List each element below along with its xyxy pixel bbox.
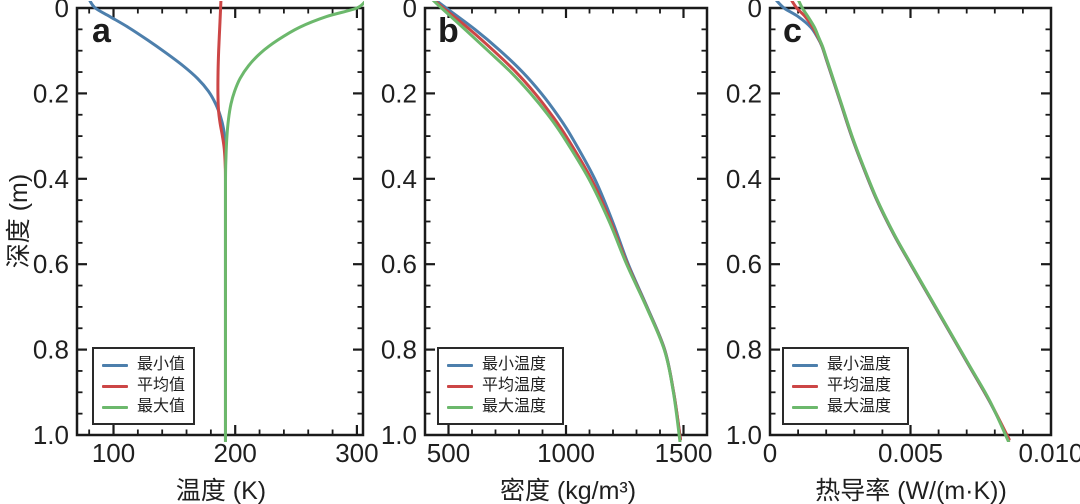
y-tick-label: 0 <box>403 0 417 23</box>
legend-swatch-min <box>102 363 128 367</box>
y-tick-label: 0.4 <box>33 164 69 194</box>
y-tick-label: 0.4 <box>381 164 417 194</box>
panel-letter-b: b <box>438 12 459 50</box>
legend-swatch-max <box>102 405 128 409</box>
x-tick-label: 200 <box>214 438 257 468</box>
x-axis-title-density: 密度 (kg/m³) <box>499 477 637 504</box>
panel-a: 100 200 300 0 0.2 0.4 0.6 0.8 1.0 <box>33 0 379 468</box>
panel-c: 0 0.005 0.010 0 0.2 0.4 0.6 0.8 1.0 <box>726 0 1080 468</box>
legend-swatch-avg <box>447 384 473 388</box>
y-tick-label: 0.4 <box>726 164 762 194</box>
panel-b: 500 1000 1500 0 0.2 0.4 0.6 0.8 1.0 <box>381 0 713 468</box>
x-tick-label: 100 <box>92 438 135 468</box>
legend-item: 最小温度 <box>792 357 899 373</box>
legend-label-max: 最大值 <box>137 398 186 415</box>
y-tick-label: 0.8 <box>726 335 762 365</box>
legend-item: 最大温度 <box>792 399 899 415</box>
x-axis-title-temperature: 温度 (K) <box>175 477 267 504</box>
legend-panel-c: 最小温度 平均温度 最大温度 <box>782 347 909 425</box>
legend-label-max: 最大温度 <box>827 398 892 415</box>
legend-item: 最大值 <box>102 399 185 415</box>
x-tick-label: 1000 <box>537 438 595 468</box>
x-tick-label: 0.010 <box>1018 438 1080 468</box>
legend-swatch-min <box>447 363 473 367</box>
legend-swatch-avg <box>102 384 128 388</box>
panel-letter-c: c <box>783 12 802 50</box>
legend-item: 平均值 <box>102 378 185 394</box>
series-最大温度 <box>797 1 1011 442</box>
y-tick-label: 0.8 <box>381 335 417 365</box>
legend-label-min: 最小温度 <box>827 356 892 373</box>
legend-item: 最小值 <box>102 357 185 373</box>
x-tick-label: 300 <box>335 438 378 468</box>
series-最大温度 <box>431 1 682 442</box>
y-tick-label: 1.0 <box>33 420 69 450</box>
legend-swatch-max <box>792 405 818 409</box>
y-tick-label: 1.0 <box>381 420 417 450</box>
y-tick-label: 0 <box>748 0 762 23</box>
legend-swatch-avg <box>792 384 818 388</box>
legend-item: 平均温度 <box>792 378 899 394</box>
x-axis-title-conductivity: 热导率 (W/(m·K)) <box>815 477 1007 504</box>
legend-label-min: 最小温度 <box>482 356 547 373</box>
x-tick-label: 0.005 <box>878 438 943 468</box>
y-tick-label: 0.6 <box>381 249 417 279</box>
x-tick-label: 1500 <box>655 438 713 468</box>
legend-panel-b: 最小温度 平均温度 最大温度 <box>437 347 564 425</box>
legend-label-avg: 平均值 <box>137 377 186 394</box>
legend-item: 最小温度 <box>447 357 554 373</box>
y-tick-label: 0.6 <box>726 249 762 279</box>
legend-swatch-min <box>792 363 818 367</box>
panel-letter-a: a <box>92 12 111 50</box>
legend-label-avg: 平均温度 <box>827 377 892 394</box>
y-tick-label: 0.8 <box>33 335 69 365</box>
y-axis-title: 深度 (m) <box>5 173 33 269</box>
y-tick-label: 0.2 <box>726 78 762 108</box>
series-最大值 <box>223 1 364 442</box>
legend-panel-a: 最小值 平均值 最大值 <box>92 347 195 425</box>
legend-item: 平均温度 <box>447 378 554 394</box>
y-tick-label: 0.2 <box>33 78 69 108</box>
legend-label-min: 最小值 <box>137 356 186 373</box>
x-tick-label: 0 <box>763 438 777 468</box>
legend-item: 最大温度 <box>447 399 554 415</box>
x-tick-label: 500 <box>427 438 470 468</box>
legend-label-avg: 平均温度 <box>482 377 547 394</box>
y-tick-label: 0.6 <box>33 249 69 279</box>
y-tick-label: 1.0 <box>726 420 762 450</box>
legend-swatch-max <box>447 405 473 409</box>
y-tick-label: 0.2 <box>381 78 417 108</box>
legend-label-max: 最大温度 <box>482 398 547 415</box>
y-tick-label: 0 <box>55 0 69 23</box>
